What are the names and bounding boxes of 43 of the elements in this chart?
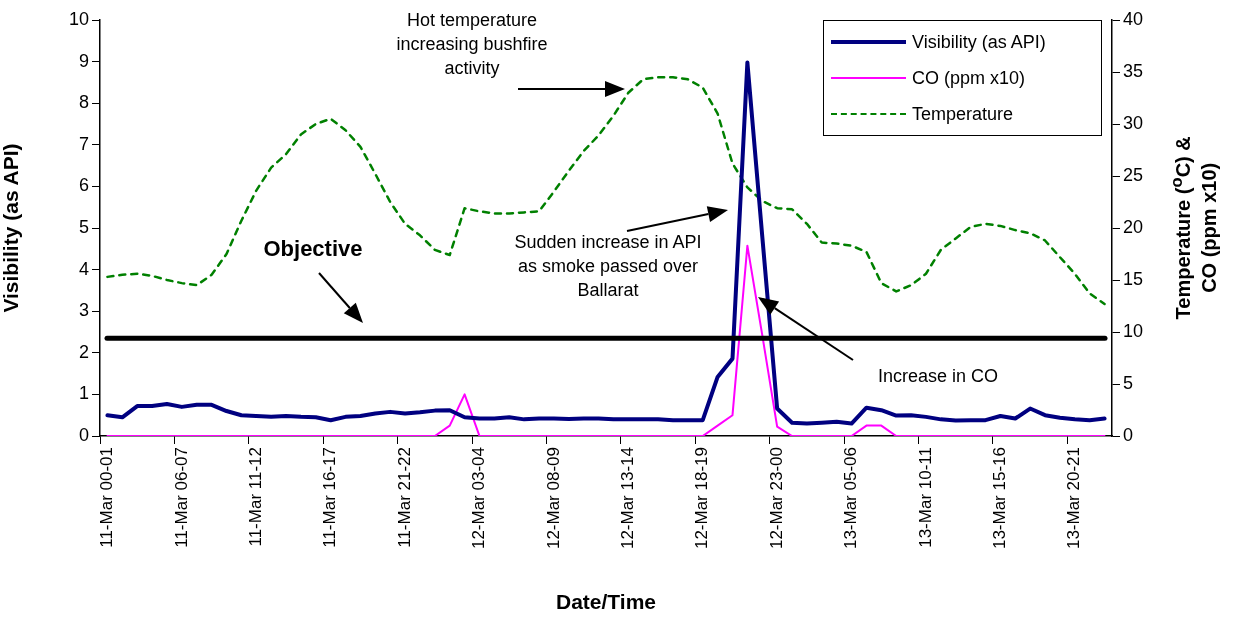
y2-tick-label: 30 [1123, 112, 1144, 133]
x-tick-label: 11-Mar 21-22 [394, 447, 414, 548]
y2-tick-label: 5 [1123, 372, 1134, 393]
y-tick-label: 5 [78, 216, 89, 237]
y-tick-label: 0 [78, 424, 89, 445]
x-tick-label: 12-Mar 03-04 [469, 447, 489, 550]
y2-tick-label: 0 [1123, 424, 1134, 445]
annotation: Hot temperature increasing bushfire activity [395, 9, 549, 80]
x-tick-label: 11-Mar 16-17 [320, 447, 340, 548]
x-tick-label: 13-Mar 20-21 [1064, 447, 1084, 550]
annotation: Sudden increase in API as smoke passed over Ballarat [513, 231, 703, 302]
y2-tick-label: 15 [1123, 268, 1144, 289]
y2-tick-label: 25 [1123, 164, 1144, 185]
y-tick-label: 2 [78, 341, 89, 362]
legend-label: CO (ppm x10) [912, 67, 1026, 89]
x-tick-label: 11-Mar 11-12 [245, 447, 265, 547]
x-tick-label: 13-Mar 15-16 [990, 447, 1010, 550]
x-tick-label: 13-Mar 10-11 [915, 447, 935, 548]
y2-tick-label: 40 [1123, 8, 1144, 29]
annotation: Objective [262, 236, 364, 262]
y-axis-title: Visibility (as API) [0, 143, 23, 313]
y2-tick-label: 10 [1123, 320, 1144, 341]
x-tick-label: 12-Mar 13-14 [618, 447, 638, 550]
legend-label: Temperature [912, 103, 1014, 125]
x-tick-label: 12-Mar 08-09 [543, 447, 563, 550]
y2-tick-label: 35 [1123, 60, 1144, 81]
y-tick-label: 10 [68, 8, 89, 29]
legend-label: Visibility (as API) [912, 31, 1046, 53]
x-tick-label: 12-Mar 18-19 [692, 447, 712, 550]
y-tick-label: 4 [78, 258, 89, 279]
x-tick-label: 11-Mar 06-07 [171, 447, 191, 548]
y-tick-label: 1 [78, 383, 89, 404]
x-axis-title: Date/Time [556, 590, 656, 614]
y-tick-label: 3 [78, 300, 89, 321]
y-tick-label: 6 [78, 175, 89, 196]
y-tick-label: 8 [78, 92, 89, 113]
y-tick-label: 9 [78, 50, 89, 71]
annotation: Increase in CO [876, 365, 1000, 388]
x-tick-label: 11-Mar 00-01 [97, 447, 117, 548]
x-tick-label: 13-Mar 05-06 [841, 447, 861, 550]
y-tick-label: 7 [78, 133, 89, 154]
x-tick-label: 12-Mar 23-00 [766, 447, 786, 550]
y2-tick-label: 20 [1123, 216, 1144, 237]
